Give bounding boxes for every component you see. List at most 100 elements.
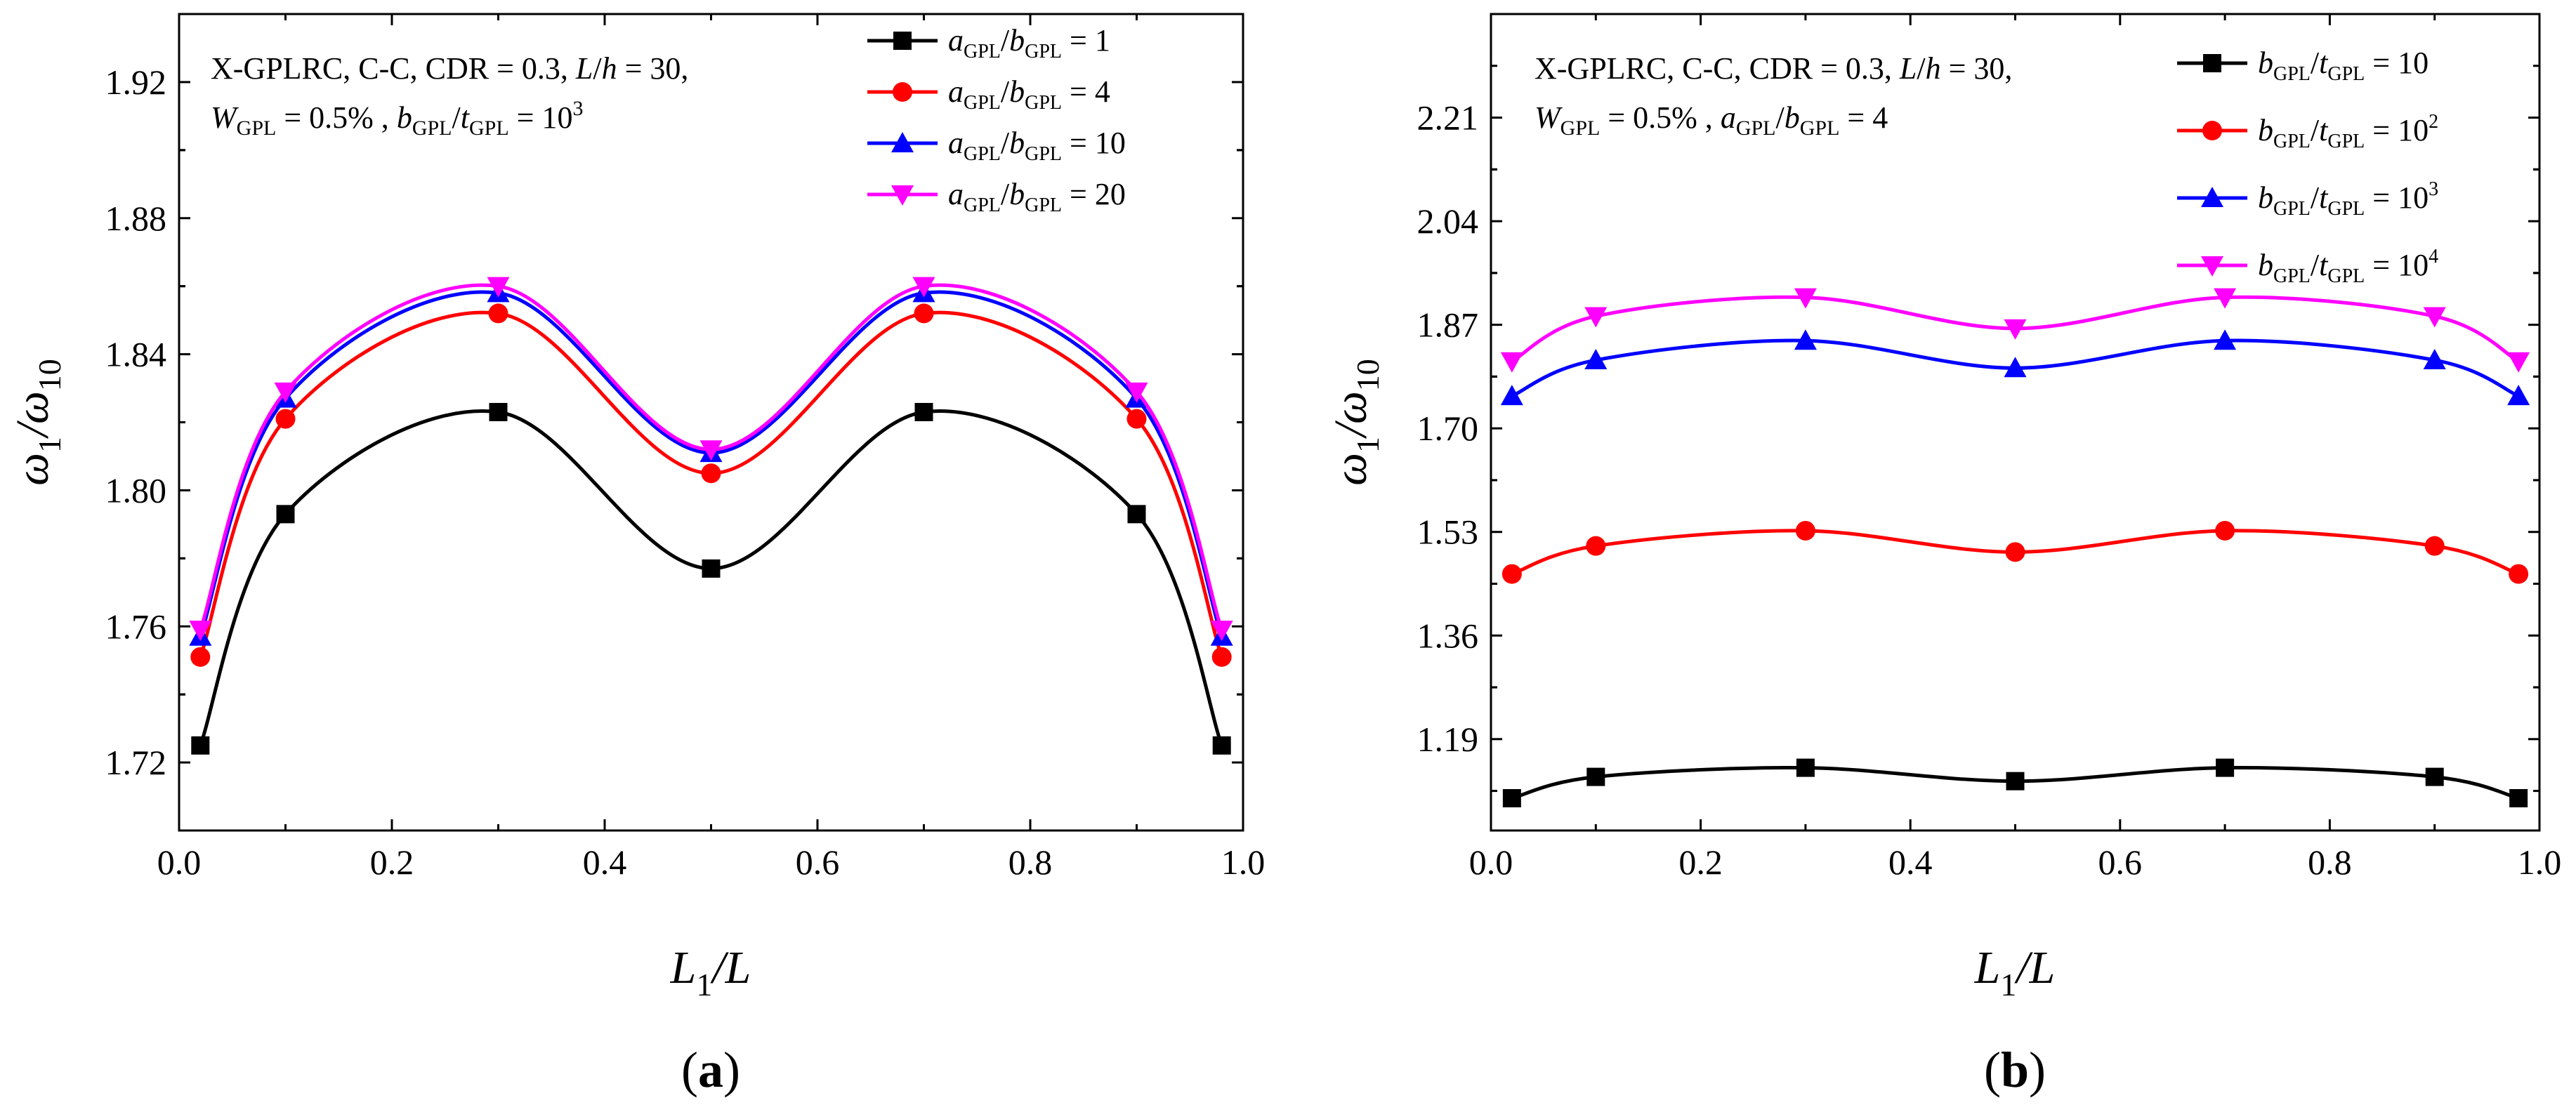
y-tick-label: 1.70	[1417, 409, 1479, 448]
data-point	[1210, 621, 1233, 642]
y-tick-label: 1.72	[105, 743, 167, 782]
data-point	[489, 402, 508, 421]
x-tick-label: 1.0	[2518, 842, 2562, 882]
legend-marker	[891, 132, 914, 152]
data-point	[914, 402, 933, 421]
series-3	[1500, 288, 2530, 373]
y-tick-label: 1.36	[1417, 616, 1479, 655]
legend-entry-0: aGPL/bGPL = 1	[867, 23, 1110, 62]
data-point	[1584, 307, 1608, 328]
x-axis-label: L1/L	[670, 942, 751, 1003]
y-tick-label: 1.84	[105, 335, 167, 374]
series-1	[1501, 520, 2529, 584]
data-point	[2507, 385, 2530, 406]
y-tick-label: 1.76	[105, 607, 167, 646]
y-tick-label: 1.88	[105, 199, 167, 238]
annotation-line-2: WGPL = 0.5% , bGPL/tGPL = 103	[211, 97, 583, 140]
legend-label: aGPL/bGPL = 1	[948, 23, 1110, 62]
x-tick-label: 0.4	[1888, 842, 1933, 882]
legend-marker	[2201, 256, 2223, 277]
x-tick-label: 0.6	[2098, 842, 2143, 882]
x-tick-label: 0.4	[583, 842, 627, 882]
data-point	[2509, 564, 2529, 584]
data-point	[2004, 319, 2027, 340]
data-point	[1794, 329, 1817, 350]
y-axis-label: ω1/ω10	[1325, 359, 1386, 486]
data-point	[1212, 736, 1231, 755]
y-tick-label: 1.87	[1417, 305, 1479, 345]
data-point	[2423, 348, 2446, 369]
series-line	[198, 310, 1224, 658]
legend-entry-3: aGPL/bGPL = 20	[867, 177, 1126, 216]
legend-label: aGPL/bGPL = 4	[948, 74, 1110, 114]
data-point	[487, 277, 510, 298]
legend-label: aGPL/bGPL = 20	[948, 177, 1126, 216]
y-tick-label: 1.19	[1417, 720, 1479, 759]
data-point	[2216, 758, 2235, 777]
legend-label: bGPL/tGPL = 103	[2258, 178, 2438, 220]
data-point	[189, 621, 212, 642]
series-0	[191, 402, 1231, 755]
data-point	[2423, 307, 2446, 328]
legend-label: aGPL/bGPL = 10	[948, 126, 1126, 165]
legend-marker	[893, 82, 912, 102]
data-point	[2214, 329, 2237, 350]
legend-entry-3: bGPL/tGPL = 104	[2177, 246, 2438, 287]
x-tick-label: 0.6	[796, 842, 840, 882]
data-point	[1500, 352, 1523, 373]
data-point	[702, 559, 721, 578]
x-tick-label: 0.0	[1469, 842, 1513, 882]
legend-label: bGPL/tGPL = 102	[2258, 111, 2438, 152]
x-tick-label: 0.0	[157, 842, 202, 882]
data-point	[488, 303, 508, 324]
data-point	[1501, 564, 1522, 584]
legend-entry-0: bGPL/tGPL = 10	[2177, 46, 2429, 85]
data-point	[275, 409, 296, 429]
legend-marker	[2202, 121, 2222, 140]
data-point	[2507, 352, 2530, 373]
data-point	[274, 382, 297, 403]
y-tick-label: 1.92	[105, 62, 167, 102]
panel-caption: (a)	[681, 1042, 740, 1098]
data-point	[1500, 385, 1523, 406]
series-2	[1500, 329, 2530, 406]
data-point	[1795, 520, 1815, 541]
y-tick-label: 2.21	[1417, 98, 1479, 138]
data-point	[2214, 288, 2237, 309]
legend-label: bGPL/tGPL = 104	[2258, 246, 2438, 287]
data-point	[912, 277, 935, 298]
series-1	[190, 303, 1232, 667]
data-point	[701, 463, 721, 484]
data-point	[2425, 767, 2444, 786]
data-point	[1211, 647, 1232, 667]
chart-panel-a: 0.0 0.2 0.4 0.6 0.8 1.0 1.72 1.76 1.80 1.84 1.88 1.…	[7, 13, 1265, 1098]
data-point	[1794, 288, 1817, 309]
legend-marker	[2201, 187, 2223, 207]
x-tick-label: 0.8	[1008, 842, 1053, 882]
legend-label: bGPL/tGPL = 10	[2258, 46, 2429, 85]
data-point	[1586, 767, 1605, 786]
legend-marker	[893, 32, 912, 50]
legend-marker	[891, 185, 914, 206]
x-axis-label: L1/L	[1974, 942, 2056, 1003]
legend-entry-2: bGPL/tGPL = 103	[2177, 178, 2438, 220]
data-point	[1127, 505, 1146, 524]
data-point	[1796, 758, 1815, 777]
x-tick-label: 0.2	[370, 842, 414, 882]
data-point	[1126, 409, 1147, 429]
series-3	[189, 277, 1233, 642]
annotation-line-1: X-GPLRC, C-C, CDR = 0.3, L/h = 30,	[1535, 51, 2012, 86]
data-point	[190, 647, 211, 667]
data-point	[2509, 789, 2528, 808]
y-tick-label: 1.53	[1417, 512, 1479, 552]
x-tick-label: 0.8	[2308, 842, 2352, 882]
data-point	[914, 303, 934, 324]
y-tick-label: 1.80	[105, 470, 167, 510]
data-point	[276, 505, 295, 524]
y-tick-label: 2.04	[1417, 201, 1479, 241]
data-point	[2215, 520, 2235, 541]
chart-panel-b: 0.0 0.2 0.4 0.6 0.8 1.0 1.19 1.36 1.53 1.70 1.87 2.…	[1325, 13, 2562, 1098]
data-point	[191, 736, 210, 755]
data-point	[1125, 382, 1148, 403]
